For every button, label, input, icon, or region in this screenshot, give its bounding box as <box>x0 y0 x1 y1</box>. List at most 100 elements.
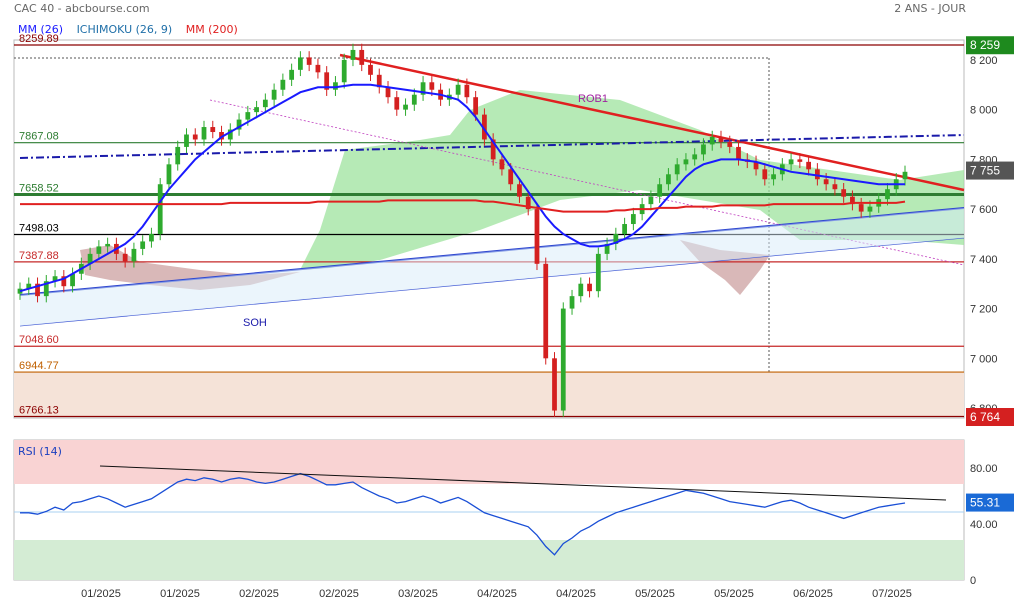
rsi-label: RSI (14) <box>18 445 62 458</box>
candle <box>254 107 259 113</box>
candle <box>657 184 663 197</box>
price-tick-label: 7 000 <box>970 353 998 365</box>
candle <box>709 136 715 145</box>
candle <box>376 74 382 88</box>
candle <box>271 89 277 100</box>
x-tick-label: 01/2025 <box>81 588 121 600</box>
series-line-mm-200- <box>20 199 906 213</box>
candle <box>701 144 706 155</box>
candle <box>289 69 295 80</box>
candle <box>604 243 610 254</box>
x-tick-label: 04/2025 <box>556 588 596 600</box>
candle <box>473 97 479 115</box>
price-tick-label: 7 400 <box>970 254 998 266</box>
soh-channel <box>20 208 964 326</box>
rsi-tick-label: 40.00 <box>970 519 998 531</box>
high-marker-badge <box>966 36 1014 55</box>
candle <box>718 136 724 142</box>
high-marker-label: 8 259 <box>970 38 1000 52</box>
candle <box>315 64 321 73</box>
chart-period: 2 ANS - JOUR <box>894 2 966 15</box>
rsi-oversold-zone <box>14 540 964 580</box>
candle <box>429 82 435 90</box>
candle <box>306 57 312 65</box>
candle <box>324 72 330 90</box>
series-line-mm-26- <box>19 83 905 293</box>
x-tick-label: 03/2025 <box>398 588 438 600</box>
candle <box>35 283 40 297</box>
level-label-6: 6944.77 <box>19 360 59 372</box>
candle <box>867 206 873 212</box>
x-tick-label: 02/2025 <box>319 588 359 600</box>
current-price-label: 7 755 <box>970 164 1000 178</box>
candle <box>298 57 303 70</box>
level-label-0: 8259.89 <box>19 33 59 45</box>
candle <box>210 127 216 133</box>
candle <box>850 196 855 205</box>
candle <box>482 114 487 140</box>
x-tick-label: 05/2025 <box>635 588 675 600</box>
soh-annotation: SOH <box>243 317 267 329</box>
candle <box>464 84 470 98</box>
candle <box>175 146 181 165</box>
candle <box>543 263 549 359</box>
candle <box>814 169 820 180</box>
x-tick-label: 02/2025 <box>239 588 279 600</box>
rsi-tick-label: 80.00 <box>970 463 998 475</box>
candle <box>385 87 391 98</box>
candle <box>341 59 347 83</box>
candle <box>569 296 575 309</box>
candle <box>630 214 636 225</box>
low-marker-badge <box>966 408 1014 427</box>
candle <box>560 308 566 411</box>
price-tick-label: 7 600 <box>970 204 998 216</box>
level-label-4: 7387.88 <box>19 250 59 262</box>
candle <box>525 196 531 210</box>
price-zone <box>14 372 964 417</box>
candle <box>683 159 689 165</box>
candle <box>534 209 540 264</box>
candle <box>350 49 356 60</box>
candle <box>692 154 698 160</box>
candle <box>87 253 93 264</box>
x-tick-label: 04/2025 <box>477 588 517 600</box>
candle <box>105 243 111 247</box>
candle <box>280 79 286 90</box>
legend-mm200: MM (200) <box>185 23 238 36</box>
candle <box>403 104 408 110</box>
x-tick-label: 07/2025 <box>872 588 912 600</box>
candle <box>394 97 400 110</box>
candle <box>262 99 268 108</box>
candle <box>578 283 584 297</box>
candle <box>823 179 829 185</box>
level-label-2: 7658.52 <box>19 183 59 195</box>
candle <box>122 253 128 262</box>
candle <box>517 184 522 197</box>
candle <box>832 184 838 190</box>
level-label-5: 7048.60 <box>19 334 59 346</box>
candle <box>666 174 671 185</box>
candle <box>841 189 847 197</box>
candle <box>236 119 242 130</box>
chart-title: CAC 40 - abcbourse.com <box>14 2 150 15</box>
candle <box>149 233 154 242</box>
dash-dot-trendline <box>19 134 965 159</box>
candle <box>552 358 557 411</box>
level-label-7: 6766.13 <box>19 404 59 416</box>
candle <box>490 139 496 160</box>
candle <box>508 169 514 185</box>
candle <box>622 224 627 234</box>
candle <box>762 169 768 180</box>
x-tick-label: 01/2025 <box>160 588 200 600</box>
candle <box>674 164 680 175</box>
x-tick-label: 06/2025 <box>793 588 833 600</box>
rob1-annotation: ROB1 <box>578 93 608 105</box>
candle <box>219 132 224 140</box>
candle <box>499 159 505 170</box>
rsi-trendline <box>99 465 947 501</box>
candle <box>411 94 417 105</box>
candle <box>227 129 233 140</box>
dotted-trendline <box>209 99 965 266</box>
candle <box>26 283 32 289</box>
